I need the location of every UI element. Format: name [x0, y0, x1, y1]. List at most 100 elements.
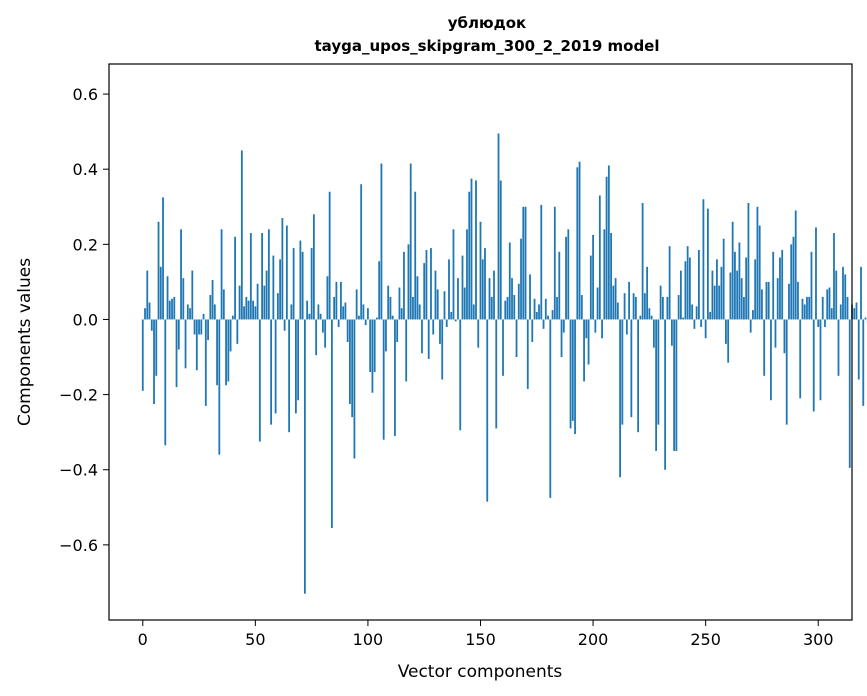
bar: [297, 319, 300, 401]
bar: [310, 248, 313, 320]
bar: [373, 319, 376, 373]
bar: [186, 304, 189, 320]
bar: [551, 310, 554, 320]
bar: [531, 319, 534, 342]
bar: [833, 233, 835, 320]
bar: [553, 206, 556, 320]
bar: [175, 319, 178, 388]
bar: [682, 317, 685, 320]
bar: [240, 150, 243, 320]
bar: [369, 319, 372, 373]
bar: [180, 229, 182, 320]
bar: [191, 270, 194, 320]
bar: [711, 270, 714, 320]
bar: [675, 319, 678, 451]
bar: [794, 210, 797, 320]
bar: [666, 296, 669, 320]
bar: [824, 319, 826, 327]
bar: [837, 319, 840, 376]
bar: [860, 266, 862, 320]
bar: [319, 313, 322, 320]
bar: [803, 304, 806, 320]
bar: [661, 296, 664, 320]
bar: [511, 278, 513, 320]
y-axis: −0.6 −0.4 −0.2 0.0 0.2 0.4 0.6: [59, 85, 109, 555]
bar: [718, 285, 721, 320]
bar: [193, 319, 196, 335]
bar: [378, 261, 381, 320]
bar: [556, 296, 558, 320]
bar: [835, 270, 838, 320]
x-tick-label: 50: [245, 630, 265, 649]
bar: [774, 319, 777, 348]
chart-title: ублюдок: [448, 14, 526, 32]
bar: [168, 300, 171, 320]
bar: [261, 233, 263, 320]
bar: [601, 319, 603, 339]
bar: [779, 257, 781, 320]
bar: [463, 287, 466, 320]
bar: [238, 285, 241, 320]
bar: [290, 304, 293, 320]
bar: [790, 244, 793, 320]
bar: [797, 281, 799, 320]
bar: [364, 319, 367, 326]
bar: [522, 206, 525, 320]
bar: [788, 283, 790, 320]
bar: [213, 304, 216, 320]
bar: [562, 319, 565, 333]
bar: [623, 293, 626, 320]
bar: [288, 319, 291, 433]
bar: [754, 259, 757, 320]
bar: [497, 133, 500, 320]
bar: [254, 306, 257, 320]
bar: [542, 319, 545, 329]
y-tick-label: 0.0: [73, 310, 98, 329]
bar: [761, 289, 763, 320]
bar: [445, 319, 448, 327]
bar: [864, 317, 867, 320]
bar: [752, 310, 754, 320]
bar: [583, 319, 585, 382]
bar: [448, 259, 450, 320]
bar: [263, 285, 266, 320]
bar: [727, 319, 730, 363]
bar: [432, 319, 435, 335]
x-tick-label: 150: [465, 630, 496, 649]
bar: [195, 319, 198, 371]
bar: [659, 285, 662, 320]
bar: [594, 319, 597, 333]
bar: [427, 319, 430, 359]
bar: [481, 259, 484, 320]
bar: [371, 319, 374, 393]
bar: [747, 203, 750, 320]
bar: [524, 206, 527, 320]
bar: [731, 221, 734, 320]
bar: [673, 319, 676, 451]
bar: [281, 218, 284, 320]
bar: [578, 161, 581, 320]
bar: [407, 244, 410, 320]
bar: [853, 308, 856, 320]
bar: [274, 319, 277, 414]
bar: [587, 319, 590, 365]
bar: [385, 319, 387, 352]
bar: [632, 293, 635, 320]
bar: [571, 319, 574, 421]
bar: [801, 298, 804, 320]
bar: [830, 308, 833, 320]
bar: [589, 255, 592, 320]
bar: [693, 319, 696, 329]
bar: [150, 319, 153, 331]
bar: [376, 317, 378, 320]
bar: [218, 319, 221, 455]
bar: [155, 319, 158, 376]
bar: [434, 270, 437, 320]
bar: [459, 319, 462, 431]
bar: [321, 319, 324, 333]
bar: [198, 319, 200, 335]
bar: [610, 233, 612, 320]
bar: [637, 319, 640, 433]
bar: [641, 203, 644, 320]
bar: [258, 319, 261, 442]
